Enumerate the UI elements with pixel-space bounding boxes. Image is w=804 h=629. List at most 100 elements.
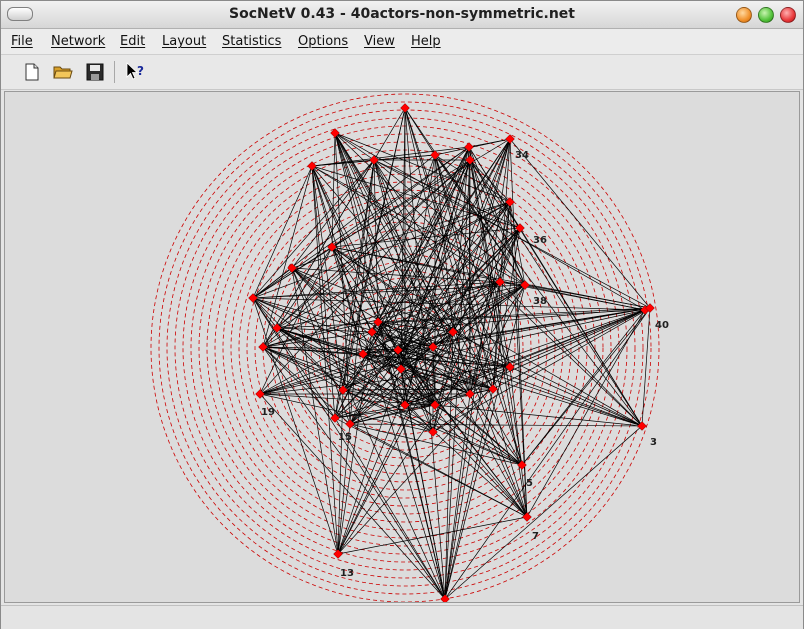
menu-network[interactable]: Network — [51, 34, 106, 49]
graph-node[interactable] — [517, 460, 527, 470]
menu-file[interactable]: File — [11, 34, 33, 49]
graph-edge — [331, 246, 511, 368]
graph-edge — [400, 284, 526, 370]
graph-edge — [342, 388, 494, 391]
graph-node[interactable] — [396, 364, 406, 374]
menu-help[interactable]: Help — [411, 34, 441, 49]
minimize-button[interactable] — [736, 7, 752, 23]
graph-edge — [334, 132, 494, 390]
graph-node[interactable] — [255, 389, 265, 399]
graph-node[interactable] — [465, 389, 475, 399]
graph-node[interactable] — [520, 280, 530, 290]
graph-node[interactable] — [522, 512, 532, 522]
graph-node[interactable] — [400, 400, 410, 410]
graph-node[interactable] — [333, 549, 343, 559]
save-disk-icon[interactable] — [84, 61, 106, 83]
graph-edge — [349, 227, 521, 425]
menu-view[interactable]: View — [364, 34, 395, 49]
graph-edge — [331, 246, 406, 406]
node-label-40: 40 — [655, 320, 669, 331]
graph-node[interactable] — [505, 362, 515, 372]
graph-node[interactable] — [327, 242, 337, 252]
graph-canvas[interactable]: 34 36 38 40 19 3 7 13 15 5 — [4, 91, 800, 603]
graph-edge — [252, 297, 434, 348]
graph-node[interactable] — [464, 142, 474, 152]
network-graph[interactable]: 34 36 38 40 19 3 7 13 15 5 — [5, 92, 799, 602]
graph-node[interactable] — [330, 413, 340, 423]
graph-edge — [276, 309, 646, 329]
maximize-button[interactable] — [758, 7, 774, 23]
graph-node[interactable] — [505, 134, 515, 144]
graph-edge — [311, 165, 446, 600]
whats-this-help-icon[interactable]: ? — [124, 61, 146, 83]
graph-node[interactable] — [645, 303, 655, 313]
layout-circle — [238, 181, 572, 515]
graph-node[interactable] — [393, 345, 403, 355]
graph-node[interactable] — [373, 317, 383, 327]
graph-edge — [400, 368, 406, 406]
menu-layout[interactable]: Layout — [162, 34, 207, 49]
graph-edge — [252, 284, 526, 299]
graph-node[interactable] — [515, 223, 525, 233]
graph-edge — [349, 309, 646, 425]
graph-edge — [397, 349, 528, 518]
graph-edge — [371, 281, 501, 333]
graph-node[interactable] — [428, 342, 438, 352]
menu-statistics[interactable]: Statistics — [222, 34, 282, 49]
graph-edge — [252, 297, 339, 555]
graph-edge — [291, 267, 501, 283]
graph-node[interactable] — [448, 327, 458, 337]
graph-edge — [311, 165, 364, 355]
graph-node[interactable] — [495, 277, 505, 287]
graph-edge — [311, 165, 521, 229]
layout-circle — [150, 93, 660, 602]
graph-edge — [259, 366, 511, 395]
open-folder-icon[interactable] — [52, 61, 74, 83]
graph-node[interactable] — [367, 327, 377, 337]
graph-node[interactable] — [258, 342, 268, 352]
graph-edge — [276, 327, 436, 406]
graph-node[interactable] — [287, 263, 297, 273]
graph-node[interactable] — [307, 161, 317, 171]
graph-node[interactable] — [345, 419, 355, 429]
node-label-5: 5 — [526, 478, 533, 489]
graph-edge — [444, 307, 651, 600]
graph-node[interactable] — [369, 155, 379, 165]
graph-edge — [334, 307, 651, 419]
graph-node[interactable] — [330, 128, 340, 138]
new-file-icon[interactable] — [21, 61, 43, 83]
graph-edge — [276, 281, 501, 329]
menu-edit[interactable]: Edit — [120, 34, 146, 49]
menu-options[interactable]: Options — [298, 34, 349, 49]
graph-edge — [331, 132, 336, 248]
window-menu-button[interactable] — [7, 7, 33, 21]
graph-edge — [337, 138, 511, 555]
graph-node[interactable] — [430, 150, 440, 160]
graph-node[interactable] — [358, 349, 368, 359]
title-bar[interactable]: SocNetV 0.43 - 40actors-non-symmetric.ne… — [1, 1, 803, 29]
graph-node[interactable] — [248, 293, 258, 303]
graph-node[interactable] — [637, 421, 647, 431]
graph-node[interactable] — [440, 594, 450, 602]
graph-node[interactable] — [428, 427, 438, 437]
graph-edge — [252, 154, 436, 299]
graph-node[interactable] — [272, 323, 282, 333]
graph-edge — [342, 284, 526, 391]
graph-edge — [262, 331, 373, 348]
graph-node[interactable] — [465, 155, 475, 165]
graph-edge — [349, 423, 528, 518]
node-label-38: 38 — [533, 296, 547, 307]
graph-edge — [362, 331, 454, 355]
graph-node[interactable] — [338, 385, 348, 395]
graph-node[interactable] — [400, 103, 410, 113]
graph-node[interactable] — [505, 197, 515, 207]
graph-edge — [291, 201, 511, 269]
graph-edge — [334, 132, 646, 311]
graph-node[interactable] — [430, 400, 440, 410]
graph-node[interactable] — [488, 384, 498, 394]
graph-edge — [331, 146, 470, 248]
graph-edge — [334, 132, 523, 466]
close-button[interactable] — [780, 7, 796, 23]
graph-edge — [362, 353, 434, 433]
